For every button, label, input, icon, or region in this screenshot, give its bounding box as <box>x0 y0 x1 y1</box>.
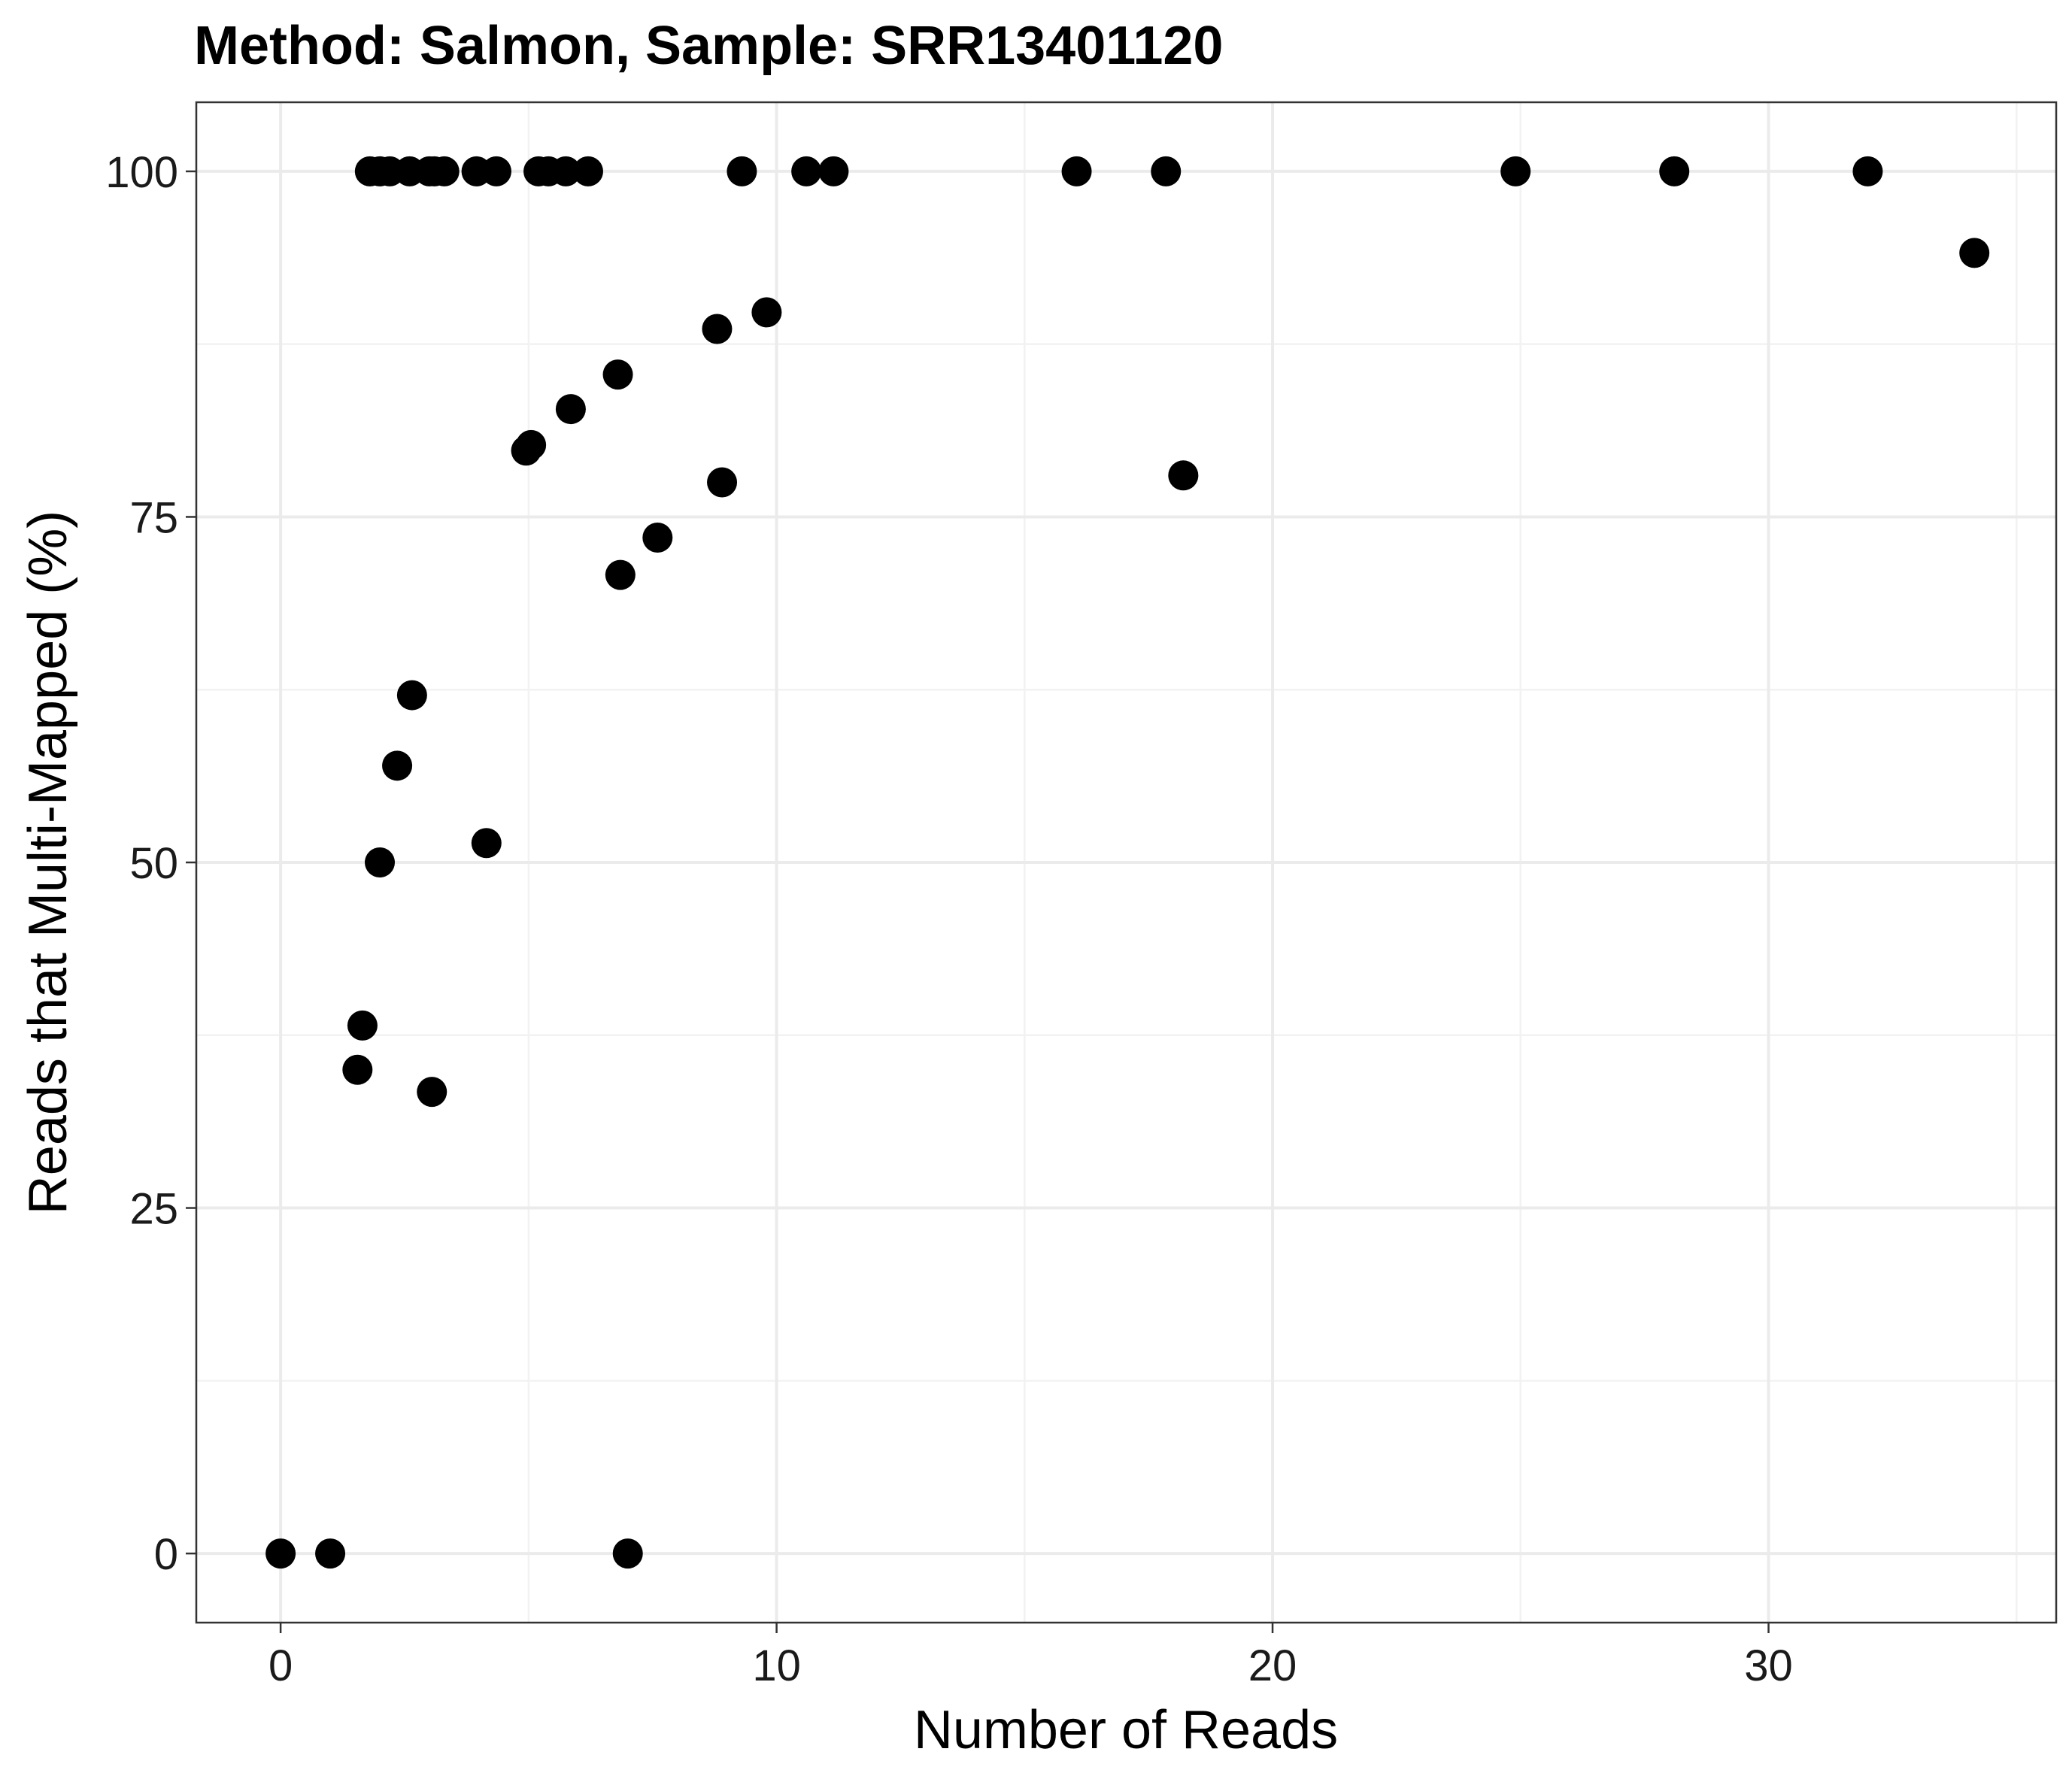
major-gridlines <box>196 102 2056 1623</box>
data-point <box>605 559 636 590</box>
data-point <box>396 680 427 711</box>
data-point <box>707 467 738 498</box>
data-point <box>315 1538 346 1569</box>
data-point <box>511 435 542 466</box>
data-point <box>481 156 511 186</box>
data-point <box>572 156 603 186</box>
data-point <box>642 523 673 553</box>
y-tick-label: 25 <box>129 1185 178 1234</box>
x-axis-ticks: 0 10 20 30 <box>268 1623 1793 1690</box>
x-tick-label: 30 <box>1744 1641 1793 1690</box>
data-point <box>342 1054 373 1085</box>
data-point <box>555 394 586 425</box>
data-point <box>471 828 502 859</box>
data-point <box>1151 156 1182 186</box>
x-tick-label: 20 <box>1248 1641 1297 1690</box>
y-axis-ticks: 0 25 50 75 100 <box>105 148 196 1579</box>
data-point <box>702 314 733 344</box>
data-point <box>1852 156 1883 186</box>
data-point <box>602 359 633 390</box>
data-point <box>1168 460 1199 491</box>
data-point <box>612 1538 643 1569</box>
data-point <box>347 1010 378 1041</box>
data-point <box>265 1538 296 1569</box>
y-axis-title: Reads that Multi-Mapped (%) <box>18 511 78 1214</box>
minor-gridlines <box>196 102 2056 1623</box>
x-tick-label: 10 <box>752 1641 801 1690</box>
data-points <box>265 156 1990 1569</box>
x-axis-title: Number of Reads <box>914 1700 1338 1760</box>
data-point <box>365 847 396 877</box>
data-point <box>1061 156 1092 186</box>
y-tick-label: 0 <box>154 1530 178 1579</box>
data-point <box>417 1077 447 1108</box>
data-point <box>382 750 413 781</box>
y-tick-label: 100 <box>105 148 178 197</box>
data-point <box>751 297 782 328</box>
x-tick-label: 0 <box>268 1641 293 1690</box>
data-point <box>429 156 460 186</box>
data-point <box>818 156 849 186</box>
y-tick-label: 75 <box>129 493 178 542</box>
data-point <box>1959 238 1990 268</box>
chart-title: Method: Salmon, Sample: SRR13401120 <box>194 16 1223 76</box>
data-point <box>551 156 581 186</box>
data-point <box>1659 156 1690 186</box>
data-point <box>791 156 822 186</box>
data-point <box>727 156 757 186</box>
y-tick-label: 50 <box>129 839 178 888</box>
data-point <box>1500 156 1531 186</box>
